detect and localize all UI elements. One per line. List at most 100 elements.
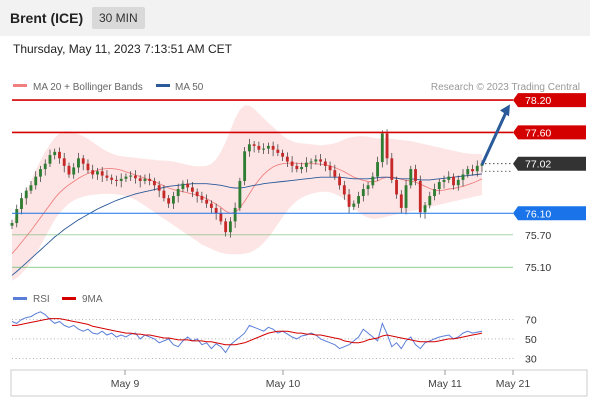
candle — [143, 174, 147, 185]
candle — [81, 155, 85, 171]
candle — [243, 146, 247, 186]
candle — [266, 142, 270, 154]
candle — [39, 165, 42, 183]
level-75.70: 75.70 — [12, 230, 551, 242]
candle — [333, 164, 337, 180]
legend-ma20-swatch — [13, 84, 27, 87]
candle — [24, 187, 28, 205]
candle — [148, 173, 152, 186]
candle — [428, 191, 432, 209]
candle — [262, 143, 266, 154]
datetime-label: Thursday, May 11, 2023 7:13:51 AM CET — [13, 42, 232, 56]
timeframe-badge[interactable]: 30 MIN — [92, 7, 145, 29]
candle — [96, 168, 99, 180]
level-78.20: 78.20 — [12, 93, 586, 108]
legend-ma20-label: MA 20 + Bollinger Bands — [33, 82, 143, 93]
legend-rsi-label: RSI — [33, 294, 50, 305]
candle — [323, 158, 327, 172]
candle — [124, 173, 128, 183]
candle — [399, 190, 403, 214]
candle — [34, 171, 38, 190]
x-tick-label: May 9 — [111, 378, 140, 390]
candle — [452, 173, 455, 190]
price-layer — [10, 105, 484, 281]
candle — [418, 175, 422, 218]
level-label: 77.02 — [525, 159, 551, 171]
rsi-line — [11, 311, 483, 354]
candle — [342, 180, 346, 200]
candle — [285, 152, 289, 167]
candle — [214, 203, 218, 220]
candle — [43, 159, 47, 176]
rsi-ma9-line — [12, 318, 483, 346]
candle — [134, 170, 137, 184]
candle — [86, 159, 90, 174]
candle — [281, 149, 285, 162]
candle — [186, 179, 190, 192]
candle — [361, 183, 365, 202]
candle — [209, 200, 213, 214]
candle — [171, 191, 175, 209]
candle — [15, 204, 19, 228]
legend-ma9-swatch — [62, 297, 76, 300]
candle — [247, 138, 251, 157]
candle — [271, 141, 275, 157]
legend-ma9-label: 9MA — [82, 294, 103, 305]
candle — [380, 130, 384, 168]
candle — [10, 219, 14, 229]
candle — [205, 194, 209, 208]
candle — [357, 191, 360, 208]
candle — [366, 182, 370, 196]
candle — [110, 174, 114, 185]
levels-layer: 78.20 77.60 77.02 76.10 75.70 75.10 — [12, 93, 586, 274]
candle — [48, 149, 52, 167]
level-label: 76.10 — [525, 208, 551, 220]
candle — [238, 177, 242, 212]
candle — [176, 183, 180, 203]
candle — [224, 218, 228, 237]
candle — [300, 162, 304, 174]
level-76.10: 76.10 — [12, 206, 586, 221]
candle — [252, 141, 256, 153]
candle — [433, 183, 436, 201]
candle — [290, 156, 294, 173]
candle — [328, 161, 332, 177]
candle — [471, 164, 474, 176]
candle — [461, 169, 465, 187]
candle — [138, 175, 142, 188]
candle — [119, 173, 123, 188]
candle — [409, 165, 413, 189]
level-label: 75.10 — [525, 262, 551, 274]
x-tick-label: May 21 — [496, 378, 531, 390]
rsi-layer: 70 50 30 — [11, 311, 537, 365]
candle — [352, 200, 356, 211]
candle — [395, 176, 398, 199]
candle — [105, 170, 109, 181]
x-tick-label: May 11 — [428, 378, 462, 390]
candle — [100, 166, 104, 183]
candle — [371, 172, 375, 189]
x-tick-label: May 10 — [266, 378, 301, 390]
legend-rsi-swatch — [13, 297, 27, 300]
candle — [466, 165, 470, 178]
candle — [157, 180, 161, 198]
candle — [347, 189, 351, 214]
candle — [190, 182, 194, 198]
candle — [72, 163, 76, 179]
bollinger-band — [12, 105, 482, 281]
level-label: 75.70 — [525, 230, 551, 242]
rsi-tick-label: 50 — [525, 334, 537, 346]
candle — [309, 158, 313, 170]
candle — [200, 191, 204, 204]
forecast-arrow — [480, 104, 510, 166]
candle — [295, 162, 299, 173]
candle — [62, 152, 66, 173]
candle — [447, 171, 451, 184]
level-label: 78.20 — [525, 95, 551, 107]
candle — [257, 141, 261, 153]
candle — [29, 180, 33, 194]
candle — [91, 164, 95, 179]
candle — [314, 155, 318, 165]
level-77.02: 77.02 — [485, 156, 586, 171]
rsi-tick-label: 70 — [525, 315, 537, 327]
